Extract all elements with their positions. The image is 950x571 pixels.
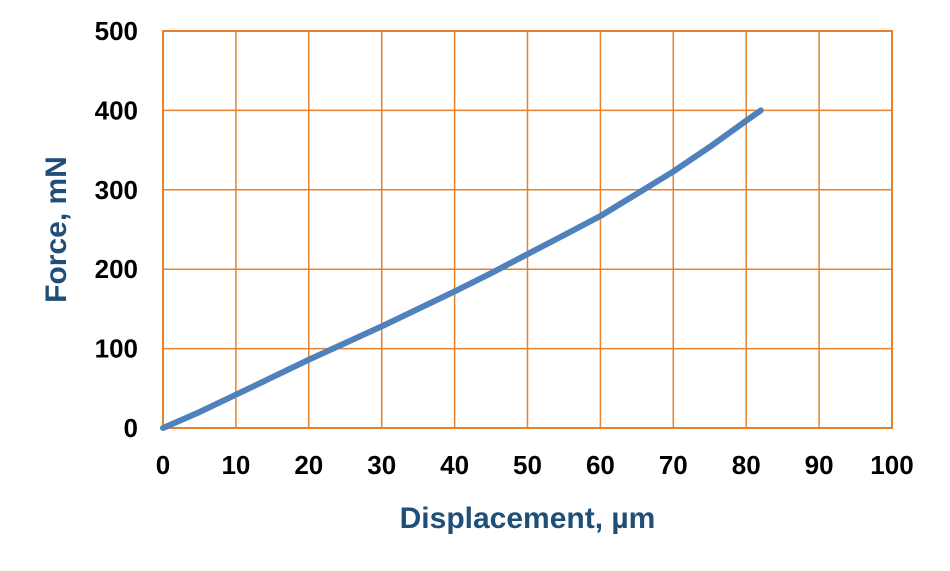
y-tick-label: 100 [95,334,138,364]
y-tick-label: 300 [95,175,138,205]
x-tick-label: 90 [805,450,834,480]
plot-area-border [162,30,893,429]
y-tick-label: 0 [124,413,138,443]
y-axis-title: Force, mN [40,156,73,303]
y-tick-label: 500 [95,16,138,46]
x-tick-label: 30 [367,450,396,480]
x-tick-label: 70 [659,450,688,480]
grid [163,31,892,428]
y-tick-label: 400 [95,95,138,125]
x-tick-label: 0 [156,450,170,480]
x-tick-label: 50 [513,450,542,480]
x-tick-label: 60 [586,450,615,480]
x-tick-label: 100 [870,450,913,480]
y-tick-labels: 0 100 200 300 400 500 [95,16,138,443]
x-tick-label: 80 [732,450,761,480]
y-tick-label: 200 [95,254,138,284]
x-tick-label: 40 [440,450,469,480]
series-line [160,107,764,431]
x-tick-labels: 0 10 20 30 40 50 60 70 80 90 100 [156,450,914,480]
x-axis-title: Displacement, µm [400,502,656,535]
x-tick-label: 10 [221,450,250,480]
x-tick-label: 20 [294,450,323,480]
